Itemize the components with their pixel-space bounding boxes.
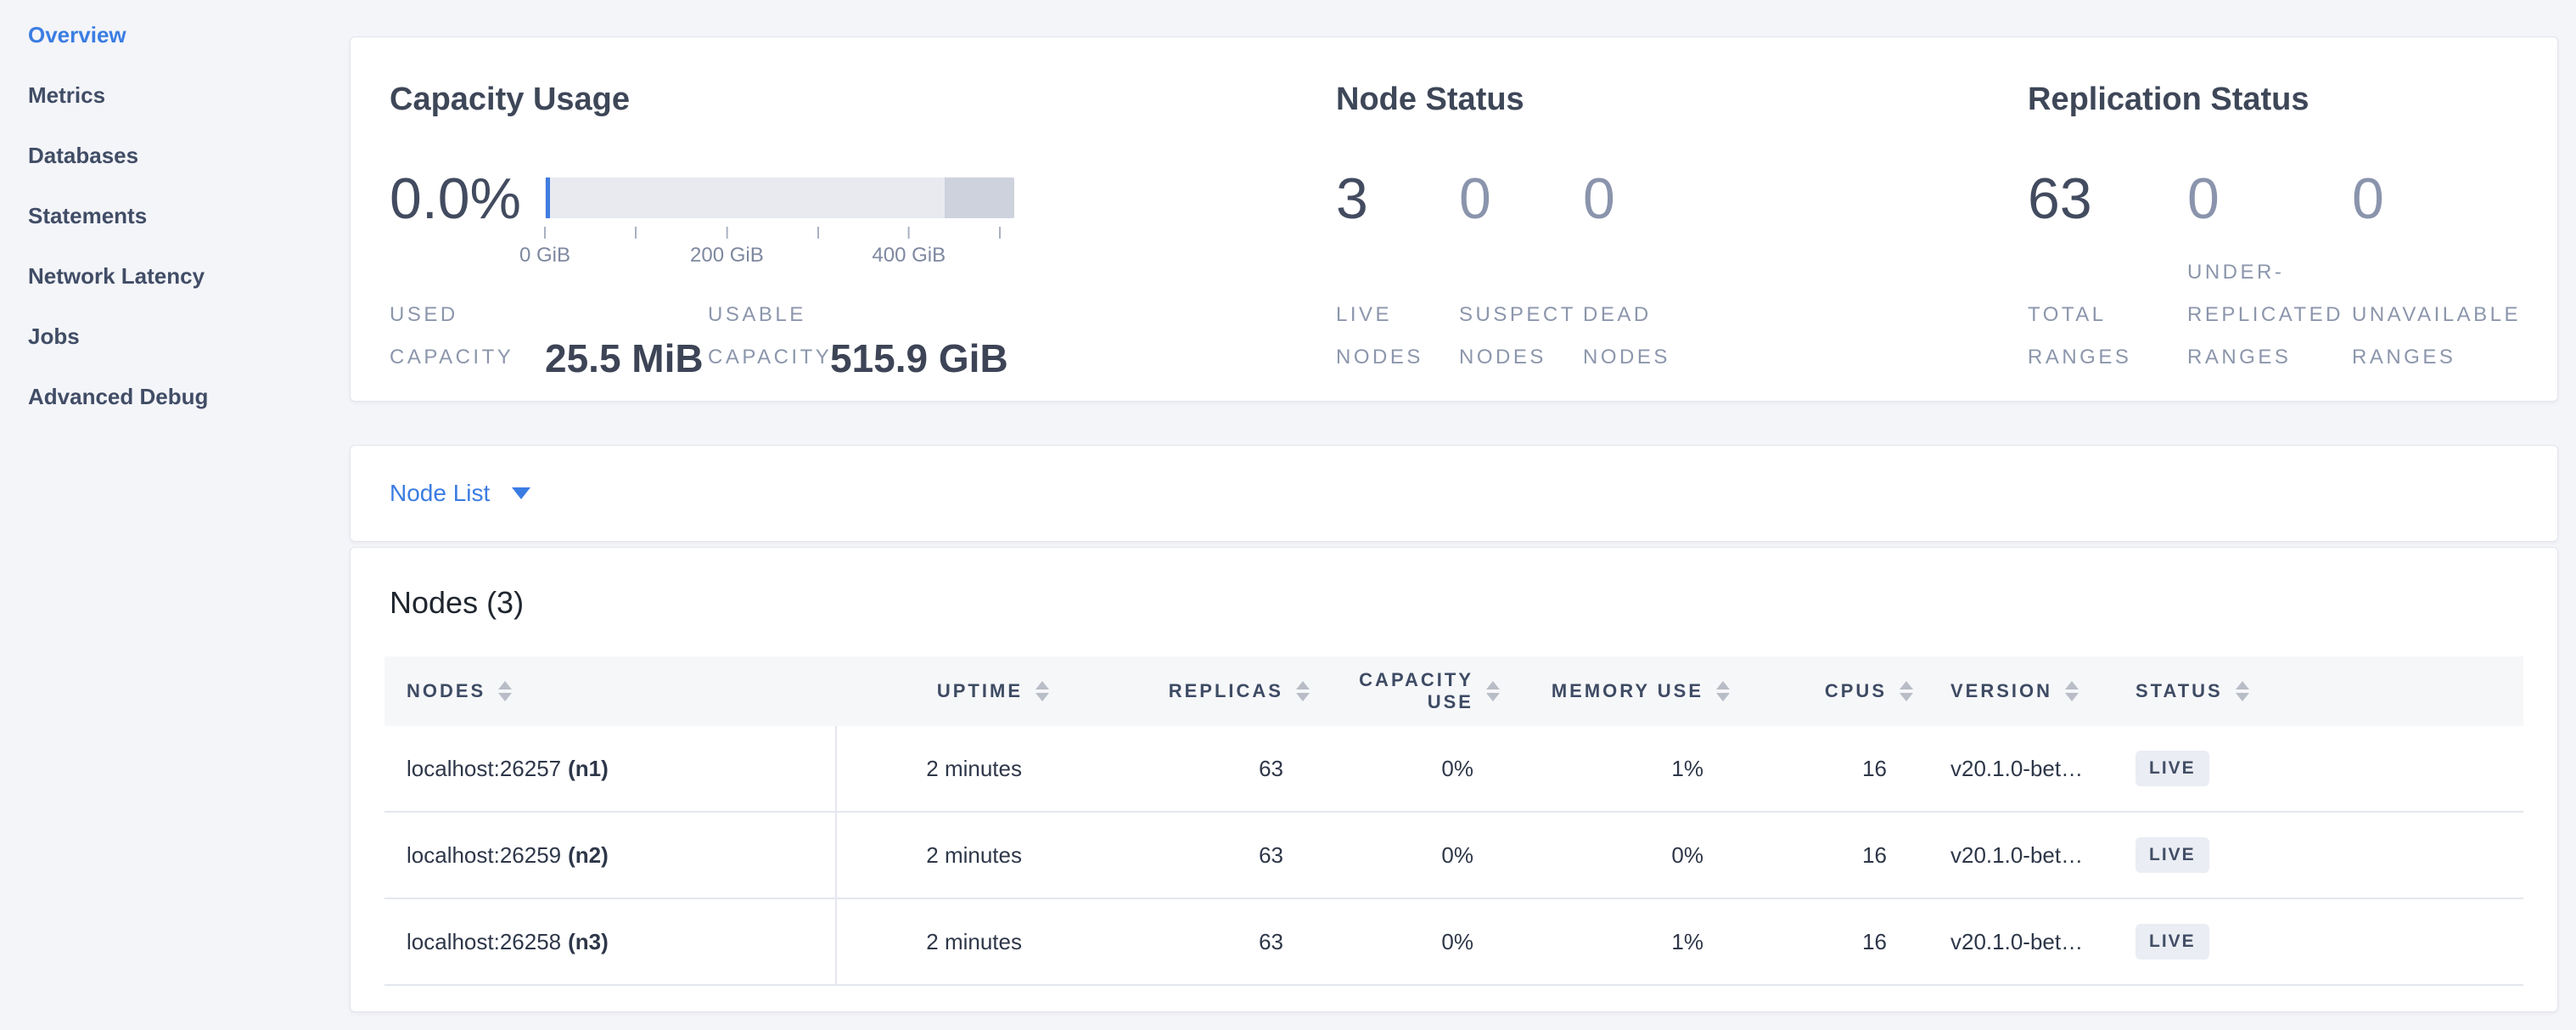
axis-tick: 0 GiB (519, 218, 570, 267)
sort-icon[interactable] (1480, 679, 1506, 703)
capacity-gauge-used-segment (546, 177, 550, 218)
node-list-dropdown[interactable]: Node List (390, 446, 531, 541)
memory-use-cell: 1% (1671, 928, 1703, 954)
suspect-nodes-label: SUSPECT NODES (1459, 303, 1576, 369)
status-badge: LIVE (2135, 924, 2209, 960)
table-row-node-3[interactable]: localhost:26258 (n3) 2 minutes 63 0% 1% … (384, 899, 2523, 986)
column-header-memory-use[interactable]: MEMORY USE (1506, 679, 1736, 703)
status-cell: LIVE (2130, 924, 2523, 960)
capacity-gauge-bar (545, 177, 1014, 218)
axis-tick (635, 218, 637, 244)
column-header-nodes[interactable]: NODES (384, 679, 837, 703)
status-cell: LIVE (2130, 751, 2523, 786)
sidebar: Overview Metrics Databases Statements Ne… (0, 5, 350, 427)
usable-capacity-value: 515.9 GiB (830, 336, 1008, 380)
total-ranges-count: 63 (2028, 166, 2092, 231)
status-badge: LIVE (2135, 837, 2209, 873)
suspect-nodes-count: 0 (1459, 166, 1491, 231)
replicas-cell: 63 (1259, 928, 1283, 954)
used-capacity-label: USED CAPACITY (390, 303, 514, 369)
status-badge: LIVE (2135, 751, 2209, 786)
nodes-table-header: NODES UPTIME REPLICAS CAPACITY USE MEMORY… (384, 656, 2523, 726)
uptime-cell: 2 minutes (926, 841, 1022, 868)
unavailable-ranges-label: UNAVAILABLE RANGES (2352, 303, 2522, 369)
memory-use-cell: 0% (1671, 841, 1703, 868)
replication-status-section: Replication Status 63 0 0 TOTAL RANGES U… (2028, 37, 2554, 401)
column-header-version[interactable]: VERSION (1919, 679, 2130, 703)
unavailable-ranges-count: 0 (2352, 166, 2384, 231)
node-address[interactable]: localhost:26259 (n2) (384, 813, 837, 898)
used-capacity-value: 25.5 MiB (545, 336, 704, 380)
view-selector-card: Node List (350, 445, 2558, 542)
capacity-usage-title: Capacity Usage (390, 82, 631, 117)
under-replicated-ranges-count: 0 (2187, 166, 2220, 231)
sort-icon[interactable] (1710, 679, 1736, 703)
axis-tick: 200 GiB (690, 218, 764, 267)
sidebar-item-jobs[interactable]: Jobs (28, 324, 80, 349)
capacity-use-cell: 0% (1441, 755, 1473, 781)
node-list-dropdown-label: Node List (390, 480, 491, 506)
nodes-table-card: Nodes (3) NODES UPTIME REPLICAS CAPACITY… (350, 547, 2558, 1012)
uptime-cell: 2 minutes (926, 928, 1022, 954)
live-nodes-label: LIVE NODES (1336, 303, 1423, 369)
table-row-node-1[interactable]: localhost:26257 (n1) 2 minutes 63 0% 1% … (384, 726, 2523, 813)
total-ranges-label: TOTAL RANGES (2028, 303, 2132, 369)
sort-icon[interactable] (2230, 679, 2255, 703)
replicas-cell: 63 (1259, 841, 1283, 868)
capacity-gauge-other-data-segment (944, 177, 1014, 218)
sidebar-item-advanced-debug[interactable]: Advanced Debug (28, 384, 209, 409)
status-cell: LIVE (2130, 837, 2523, 873)
capacity-used-percent: 0.0% (390, 166, 521, 231)
version-cell: v20.1.0-bet… (1950, 928, 2084, 954)
capacity-gauge: 0 GiB 200 GiB 400 GiB (519, 177, 1014, 278)
column-header-status[interactable]: STATUS (2130, 679, 2523, 703)
sort-icon[interactable] (1030, 679, 1055, 703)
nodes-table-title: Nodes (3) (390, 585, 525, 620)
replication-status-title: Replication Status (2028, 82, 2309, 117)
table-row-node-2[interactable]: localhost:26259 (n2) 2 minutes 63 0% 0% … (384, 813, 2523, 899)
axis-tick (998, 218, 1001, 244)
cluster-summary-card: Capacity Usage 0.0% 0 GiB 200 GiB 400 Gi… (350, 37, 2558, 402)
sidebar-item-statements[interactable]: Statements (28, 203, 148, 228)
under-replicated-ranges-label: UNDER- REPLICATED RANGES (2187, 261, 2343, 369)
version-cell: v20.1.0-bet… (1950, 841, 2084, 868)
sort-icon[interactable] (2059, 679, 2085, 703)
chevron-down-icon (512, 487, 531, 499)
sidebar-item-network-latency[interactable]: Network Latency (28, 263, 205, 289)
capacity-use-cell: 0% (1441, 928, 1473, 954)
node-status-title: Node Status (1336, 82, 1524, 117)
sidebar-item-overview[interactable]: Overview (28, 22, 126, 48)
column-header-replicas[interactable]: REPLICAS (1055, 679, 1316, 703)
cpus-cell: 16 (1862, 755, 1887, 781)
dead-nodes-label: DEAD NODES (1583, 303, 1670, 369)
memory-use-cell: 1% (1671, 755, 1703, 781)
node-address[interactable]: localhost:26258 (n3) (384, 899, 837, 984)
column-header-uptime[interactable]: UPTIME (837, 679, 1055, 703)
node-address[interactable]: localhost:26257 (n1) (384, 726, 837, 811)
axis-tick (817, 218, 819, 244)
uptime-cell: 2 minutes (926, 755, 1022, 781)
column-header-capacity-use[interactable]: CAPACITY USE (1316, 669, 1506, 713)
node-status-section: Node Status 3 0 0 LIVE NODES SUSPECT NOD… (1336, 37, 1930, 401)
sort-icon[interactable] (1290, 679, 1316, 703)
cpus-cell: 16 (1862, 841, 1887, 868)
replicas-cell: 63 (1259, 755, 1283, 781)
usable-capacity-label: USABLE CAPACITY (708, 303, 833, 369)
version-cell: v20.1.0-bet… (1950, 755, 2084, 781)
sidebar-item-databases[interactable]: Databases (28, 143, 139, 168)
dead-nodes-count: 0 (1583, 166, 1615, 231)
sort-icon[interactable] (1894, 679, 1919, 703)
capacity-use-cell: 0% (1441, 841, 1473, 868)
live-nodes-count: 3 (1336, 166, 1368, 231)
nodes-table: NODES UPTIME REPLICAS CAPACITY USE MEMORY… (384, 656, 2523, 986)
column-header-cpus[interactable]: CPUS (1736, 679, 1919, 703)
sort-icon[interactable] (492, 679, 518, 703)
capacity-usage-section: Capacity Usage 0.0% 0 GiB 200 GiB 400 Gi… (390, 37, 1323, 401)
axis-tick: 400 GiB (872, 218, 946, 267)
cpus-cell: 16 (1862, 928, 1887, 954)
capacity-gauge-axis: 0 GiB 200 GiB 400 GiB (519, 218, 1014, 278)
sidebar-item-metrics[interactable]: Metrics (28, 82, 106, 108)
